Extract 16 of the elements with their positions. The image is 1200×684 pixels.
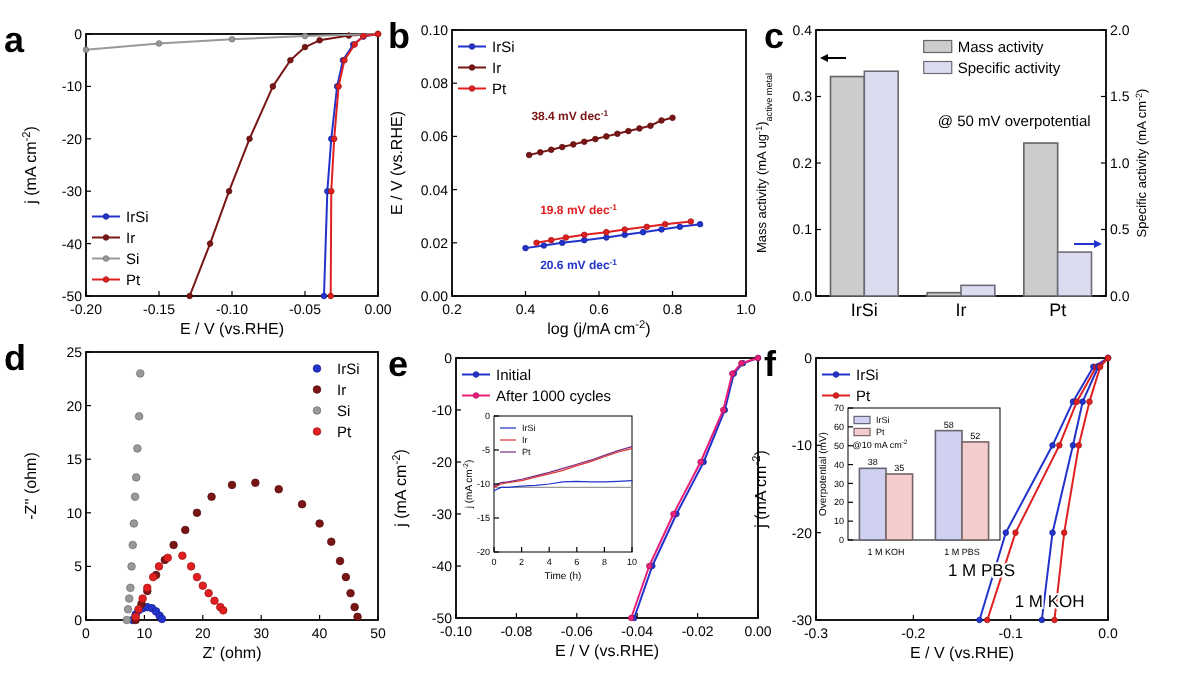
chart-title: e <box>388 344 409 384</box>
x-tick-label: IrSi <box>850 300 878 320</box>
chart-title: c <box>764 16 785 56</box>
x-axis-title: log (j/mA cm$^{-2}$) <box>547 320 652 338</box>
y-axis-title: -Z'' (ohm) <box>22 451 40 520</box>
x-axis-title: E / V (vs.RHE) <box>554 642 660 660</box>
chart-title: b <box>388 16 410 56</box>
x-axis-title: E / V (vs.RHE) <box>179 320 285 338</box>
chart-title: f <box>764 344 778 384</box>
x-axis-title: Z' (ohm) <box>202 644 263 662</box>
chart-title: a <box>4 20 26 60</box>
x-tick-label: Pt <box>1049 300 1068 320</box>
y-axis-title: E / V (vs.RHE) <box>388 110 406 216</box>
x-tick-label: Ir <box>955 300 967 320</box>
chart-title: d <box>4 338 26 378</box>
x-axis-title: E / V (vs.RHE) <box>909 644 1015 662</box>
